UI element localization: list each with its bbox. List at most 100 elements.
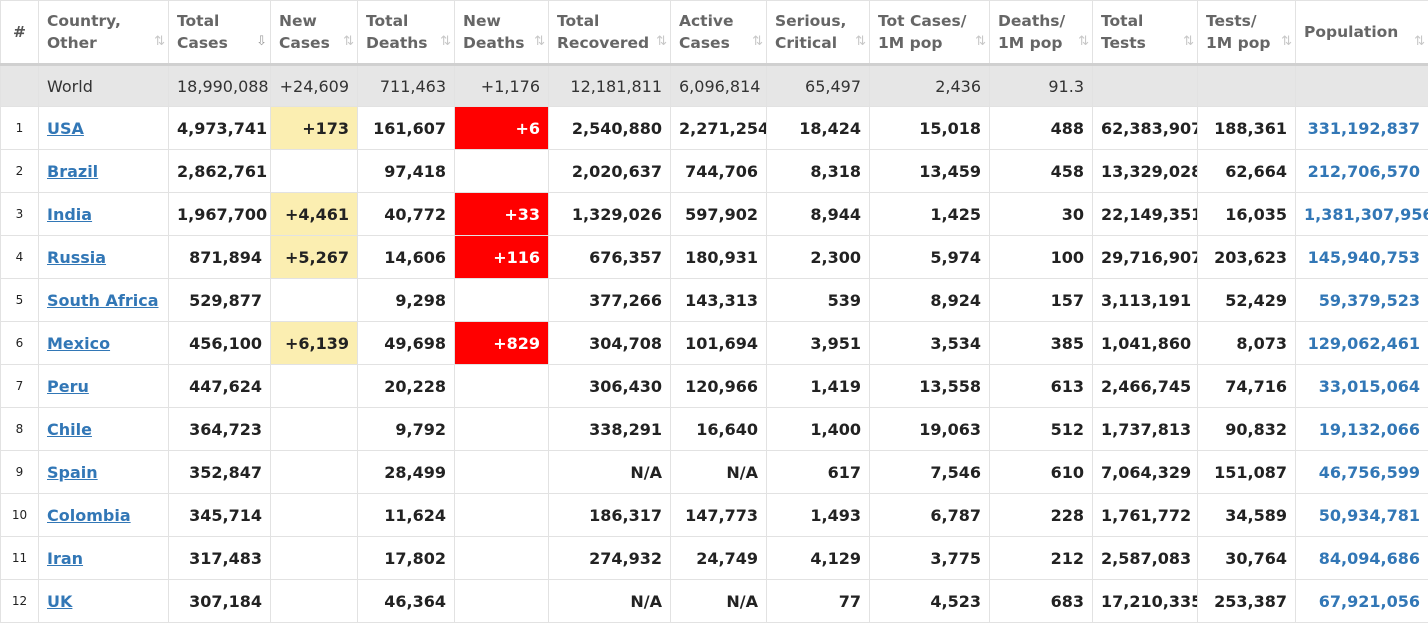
row-index: 5: [0, 278, 39, 322]
total-cases-cell: 352,847: [168, 450, 271, 494]
active-cases-cell: 147,773: [670, 493, 767, 537]
sort-desc-icon[interactable]: ⇩: [256, 34, 267, 49]
active-cases-cell: 180,931: [670, 235, 767, 279]
total-cases-cell: 317,483: [168, 536, 271, 580]
country-cell: India: [38, 192, 169, 236]
table-row: 11 Iran 317,483 17,802 274,932 24,749 4,129 3,7…: [0, 536, 1428, 580]
sort-icon[interactable]: ⇅: [1183, 34, 1194, 49]
header-tests-per-million[interactable]: Tests/1M pop ⇅: [1197, 0, 1296, 66]
total-deaths-cell: 161,607: [357, 106, 455, 150]
tests-per-million-cell: 30,764: [1197, 536, 1296, 580]
row-index: 1: [0, 106, 39, 150]
sort-icon[interactable]: ⇅: [440, 34, 451, 49]
new-deaths-cell: [454, 579, 549, 623]
cases-per-million-cell: 6,787: [869, 493, 990, 537]
row-index: 7: [0, 364, 39, 408]
total-deaths-cell: 28,499: [357, 450, 455, 494]
country-link[interactable]: Brazil: [47, 161, 99, 181]
sort-icon[interactable]: ⇅: [1414, 34, 1425, 49]
country-link[interactable]: South Africa: [47, 290, 159, 310]
sort-icon[interactable]: ⇅: [855, 34, 866, 49]
country-link[interactable]: UK: [47, 591, 73, 611]
sort-icon[interactable]: ⇅: [1281, 34, 1292, 49]
world-total-cases: 18,990,088: [168, 64, 271, 107]
active-cases-cell: 2,271,254: [670, 106, 767, 150]
tests-per-million-cell: 151,087: [1197, 450, 1296, 494]
country-cell: Peru: [38, 364, 169, 408]
header-new-deaths[interactable]: New Deaths ⇅: [454, 0, 549, 66]
header-total-tests[interactable]: Total Tests ⇅: [1092, 0, 1198, 66]
deaths-per-million-cell: 512: [989, 407, 1093, 451]
total-tests-cell: 1,761,772: [1092, 493, 1198, 537]
new-cases-cell: [270, 278, 358, 322]
country-cell: Iran: [38, 536, 169, 580]
sort-icon[interactable]: ⇅: [534, 34, 545, 49]
total-cases-cell: 1,967,700: [168, 192, 271, 236]
deaths-per-million-cell: 610: [989, 450, 1093, 494]
world-population: [1295, 64, 1428, 107]
row-index: 6: [0, 321, 39, 365]
population-cell: 212,706,570: [1295, 149, 1428, 193]
header-total-deaths[interactable]: Total Deaths ⇅: [357, 0, 455, 66]
total-tests-cell: 29,716,907: [1092, 235, 1198, 279]
deaths-per-million-cell: 458: [989, 149, 1093, 193]
total-tests-cell: 13,329,028: [1092, 149, 1198, 193]
country-link[interactable]: Russia: [47, 247, 107, 267]
tests-per-million-cell: 90,832: [1197, 407, 1296, 451]
sort-icon[interactable]: ⇅: [1078, 34, 1089, 49]
world-label: World: [38, 64, 169, 107]
tests-per-million-cell: 62,664: [1197, 149, 1296, 193]
total-tests-cell: 3,113,191: [1092, 278, 1198, 322]
new-cases-cell: [270, 407, 358, 451]
country-link[interactable]: USA: [47, 118, 84, 138]
row-index: 9: [0, 450, 39, 494]
new-cases-cell: [270, 364, 358, 408]
header-total-recovered[interactable]: Total Recovered ⇅: [548, 0, 671, 66]
country-link[interactable]: Spain: [47, 462, 98, 482]
table-row: 6 Mexico 456,100 +6,139 49,698 +829 304,708 101…: [0, 321, 1428, 365]
world-cases-per-million: 2,436: [869, 64, 990, 107]
total-tests-cell: 1,737,813: [1092, 407, 1198, 451]
header-deaths-per-million[interactable]: Deaths/1M pop ⇅: [989, 0, 1093, 66]
sort-icon[interactable]: ⇅: [343, 34, 354, 49]
header-active-cases[interactable]: Active Cases ⇅: [670, 0, 767, 66]
cases-per-million-cell: 7,546: [869, 450, 990, 494]
new-cases-cell: +5,267: [270, 235, 358, 279]
total-cases-cell: 456,100: [168, 321, 271, 365]
total-tests-cell: 2,587,083: [1092, 536, 1198, 580]
country-link[interactable]: Chile: [47, 419, 92, 439]
sort-icon[interactable]: ⇅: [154, 34, 165, 49]
active-cases-cell: N/A: [670, 579, 767, 623]
header-country[interactable]: Country, Other ⇅: [38, 0, 169, 66]
country-link[interactable]: Mexico: [47, 333, 111, 353]
cases-per-million-cell: 3,534: [869, 321, 990, 365]
tests-per-million-cell: 52,429: [1197, 278, 1296, 322]
header-population[interactable]: Population ⇅: [1295, 0, 1428, 66]
row-index: 4: [0, 235, 39, 279]
row-index: 3: [0, 192, 39, 236]
header-new-cases[interactable]: New Cases ⇅: [270, 0, 358, 66]
country-link[interactable]: Peru: [47, 376, 89, 396]
country-link[interactable]: Iran: [47, 548, 84, 568]
header-cases-per-million[interactable]: Tot Cases/1M pop ⇅: [869, 0, 990, 66]
deaths-per-million-cell: 30: [989, 192, 1093, 236]
country-link[interactable]: Colombia: [47, 505, 131, 525]
population-cell: 33,015,064: [1295, 364, 1428, 408]
deaths-per-million-cell: 212: [989, 536, 1093, 580]
sort-icon[interactable]: ⇅: [656, 34, 667, 49]
serious-cell: 2,300: [766, 235, 870, 279]
total-deaths-cell: 46,364: [357, 579, 455, 623]
row-index: 2: [0, 149, 39, 193]
new-deaths-cell: [454, 493, 549, 537]
serious-cell: 8,944: [766, 192, 870, 236]
sort-icon[interactable]: ⇅: [975, 34, 986, 49]
cases-per-million-cell: 5,974: [869, 235, 990, 279]
total-deaths-cell: 17,802: [357, 536, 455, 580]
world-active-cases: 6,096,814: [670, 64, 767, 107]
header-total-cases[interactable]: Total Cases ⇩: [168, 0, 271, 66]
sort-icon[interactable]: ⇅: [752, 34, 763, 49]
serious-cell: 1,493: [766, 493, 870, 537]
country-link[interactable]: India: [47, 204, 93, 224]
new-deaths-cell: [454, 278, 549, 322]
header-serious-critical[interactable]: Serious, Critical ⇅: [766, 0, 870, 66]
